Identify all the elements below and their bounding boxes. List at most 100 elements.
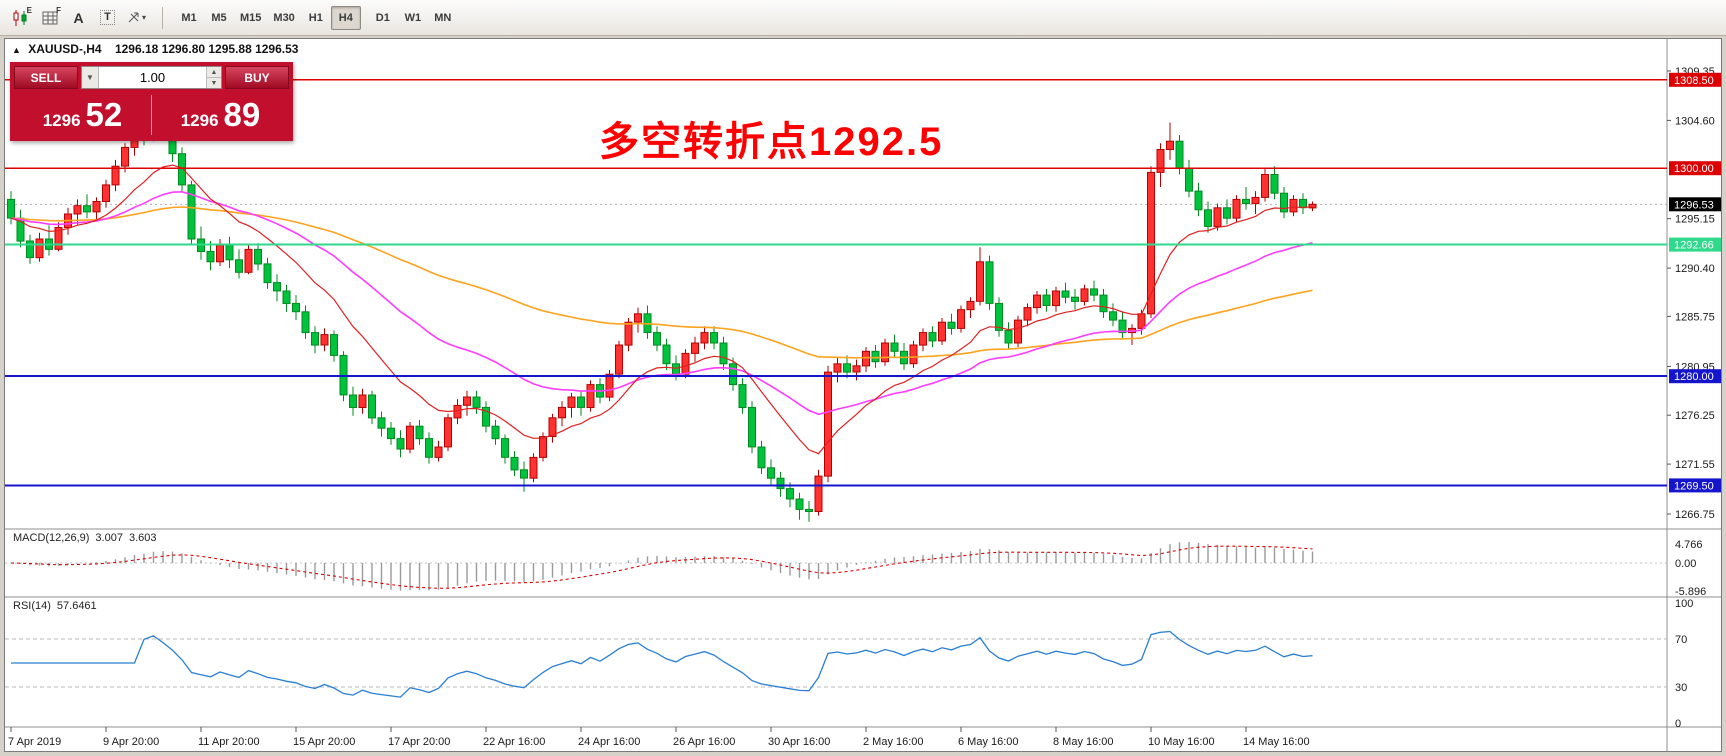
- price-axis-label: 1276.25: [1675, 410, 1715, 422]
- price-axis-label: 1266.75: [1675, 509, 1715, 521]
- timeframe-m5[interactable]: M5: [211, 11, 227, 24]
- price-divider: [151, 94, 152, 135]
- rsi-name: RSI(14): [13, 600, 51, 612]
- time-axis-label: 24 Apr 16:00: [578, 736, 640, 748]
- ma-slow-line: [10, 206, 1313, 359]
- horizontal-levels[interactable]: [5, 79, 1667, 487]
- line-style-tool-icon[interactable]: ▾: [122, 5, 151, 31]
- svg-text:30: 30: [1675, 682, 1687, 694]
- time-axis-label: 15 Apr 20:00: [293, 736, 355, 748]
- volume-down-icon[interactable]: ▼: [207, 78, 221, 88]
- price-axis-label: 1285.75: [1675, 311, 1715, 323]
- price-badge: [1669, 237, 1721, 252]
- chart-window[interactable]: 1309.35 1304.60 1295.15 1290.40 1285.75 1280.…: [4, 38, 1722, 752]
- rsi-pane: [5, 630, 1667, 698]
- volume-stepper: ▲ ▼: [206, 67, 221, 88]
- timeframe-d1[interactable]: D1: [375, 11, 390, 24]
- price-badge: [1669, 161, 1721, 176]
- timeframe-m15[interactable]: M15: [240, 11, 262, 24]
- price-badge-label: 1280.00: [1674, 371, 1714, 383]
- chart-symbol-label: XAUUSD-,H4: [28, 42, 102, 56]
- price-badge-label: 1296.53: [1674, 199, 1714, 211]
- time-axis[interactable]: 7 Apr 2019 9 Apr 20:00 11 Apr 20:00 15 Apr …: [8, 727, 1310, 748]
- time-axis-label: 2 May 16:00: [863, 736, 924, 748]
- ask-price-main: 1296: [180, 111, 219, 130]
- chart-annotation: 多空转折点1292.5: [599, 120, 944, 164]
- timeframe-button-group: M1 M5 M15 M30 H1 H4 D1 W1 MN: [174, 5, 458, 30]
- time-axis-label: 8 May 16:00: [1053, 736, 1114, 748]
- time-axis-label: 9 Apr 20:00: [103, 736, 159, 748]
- price-axis-label: 1304.60: [1675, 115, 1715, 127]
- price-badge: [1669, 72, 1721, 87]
- timeframe-h4[interactable]: H4: [330, 5, 361, 30]
- svg-text:0.00: 0.00: [1675, 558, 1696, 570]
- ma-mid-line: [10, 190, 1313, 416]
- price-badge: [1669, 369, 1721, 384]
- ask-price-pips: 89: [223, 96, 261, 133]
- time-axis-label: 11 Apr 20:00: [198, 736, 260, 748]
- pane-separators: [5, 39, 1721, 751]
- time-axis-label: 17 Apr 20:00: [388, 736, 450, 748]
- rsi-line: [11, 630, 1313, 698]
- price-axis-label: 1271.55: [1675, 459, 1715, 471]
- time-axis-label: 30 Apr 16:00: [768, 736, 830, 748]
- price-axis-label: 1295.15: [1675, 214, 1715, 226]
- toolbar-separator: [162, 6, 163, 29]
- macd-value-main: 3.007: [95, 532, 123, 544]
- volume-control: ▼ 1.00 ▲ ▼: [81, 66, 222, 89]
- timeframe-h1[interactable]: H1: [308, 11, 323, 24]
- buy-button[interactable]: BUY: [225, 66, 289, 89]
- price-badge-label: 1269.50: [1674, 480, 1714, 492]
- one-click-trade-panel: SELL ▼ 1.00 ▲ ▼ BUY 1296 52 1296 89: [10, 62, 293, 141]
- price-badge: [1669, 478, 1721, 493]
- macd-signal-line: [10, 545, 1313, 589]
- timeframe-w1[interactable]: W1: [404, 11, 422, 24]
- macd-name: MACD(12,26,9): [13, 532, 90, 544]
- price-axis[interactable]: 1309.351304.601295.151290.401285.751280.…: [1667, 66, 1721, 521]
- collapse-panel-icon[interactable]: ▲: [12, 45, 21, 55]
- time-axis-label: 26 Apr 16:00: [673, 736, 735, 748]
- rsi-value: 57.6461: [56, 600, 97, 612]
- text-tool-icon[interactable]: T: [93, 5, 122, 31]
- timeframe-m1[interactable]: M1: [181, 11, 197, 24]
- volume-input[interactable]: 1.00: [139, 70, 166, 85]
- price-badge-label: 1300.00: [1674, 163, 1714, 175]
- sell-button[interactable]: SELL: [14, 66, 78, 89]
- grid-window-icon[interactable]: F: [35, 5, 64, 31]
- price-badge-label: 1292.66: [1674, 240, 1714, 252]
- indicators-window-icon[interactable]: E: [6, 5, 35, 31]
- volume-up-icon[interactable]: ▲: [207, 67, 221, 78]
- time-axis-label: 22 Apr 16:00: [483, 736, 545, 748]
- toolbar: E F A T ▾ M1 M5 M15 M30 H1 H4 D1 W1 MN: [0, 0, 1726, 36]
- ma-fast-line: [10, 164, 1313, 455]
- bid-price-pips: 52: [85, 96, 123, 133]
- candles: [7, 107, 1317, 522]
- bid-price: 1296 52: [14, 98, 151, 131]
- macd-label: MACD(12,26,9) 3.007 3.603: [13, 532, 156, 544]
- volume-dropdown-icon[interactable]: ▼: [82, 67, 99, 88]
- font-tool-icon[interactable]: A: [73, 9, 84, 26]
- timeframe-m30[interactable]: M30: [273, 11, 295, 24]
- time-axis-label: 6 May 16:00: [958, 736, 1019, 748]
- svg-text:4.766: 4.766: [1675, 539, 1703, 551]
- svg-text:100: 100: [1675, 598, 1693, 610]
- bid-price-main: 1296: [42, 111, 81, 130]
- chart-canvas[interactable]: 1309.351304.601295.151290.401285.751280.…: [5, 39, 1721, 751]
- macd-value-signal: 3.603: [128, 532, 157, 544]
- price-badge-label: 1308.50: [1674, 75, 1714, 87]
- price-axis-label: 1290.40: [1675, 263, 1715, 275]
- tool-button-group: E F A T ▾: [6, 5, 151, 31]
- svg-text:0: 0: [1675, 718, 1681, 730]
- svg-text:70: 70: [1675, 634, 1687, 646]
- timeframe-mn[interactable]: MN: [434, 11, 452, 24]
- chart-title: ▲ XAUUSD-,H4 1296.18 1296.80 1295.88 129…: [12, 42, 298, 56]
- rsi-label: RSI(14) 57.6461: [13, 600, 97, 612]
- time-axis-label: 7 Apr 2019: [8, 736, 61, 748]
- svg-text:-5.896: -5.896: [1675, 586, 1706, 598]
- chart-ohlc-values: 1296.18 1296.80 1295.88 1296.53: [114, 42, 299, 56]
- ask-price: 1296 89: [152, 98, 289, 131]
- time-axis-label: 10 May 16:00: [1148, 736, 1215, 748]
- macd-pane: [5, 542, 1667, 591]
